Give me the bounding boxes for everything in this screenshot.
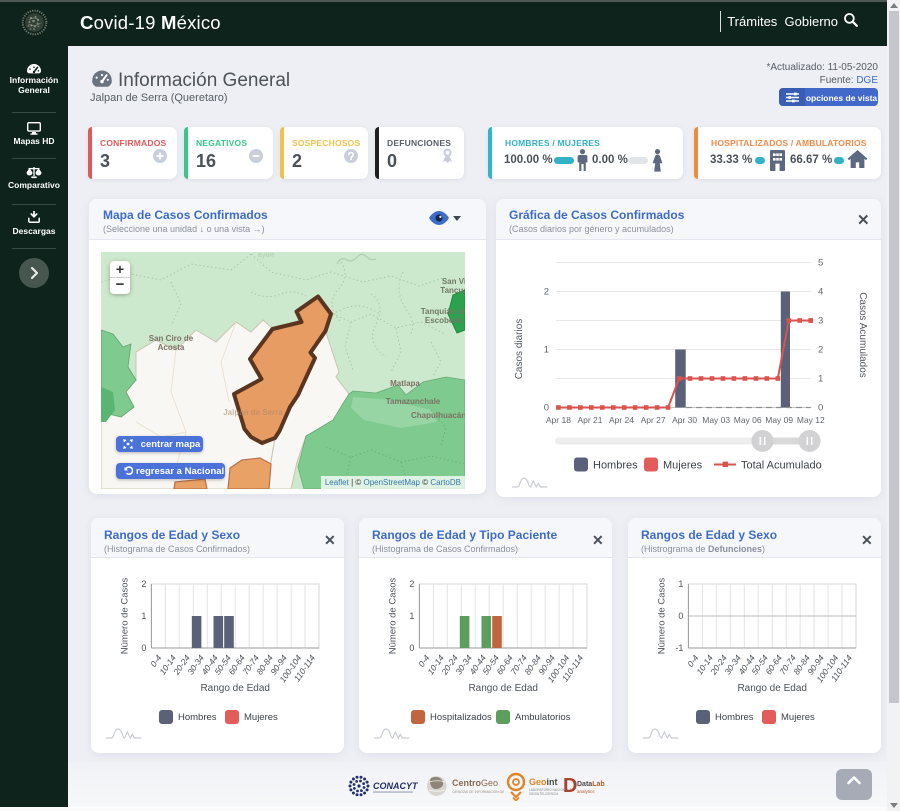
svg-text:San Ciro de: San Ciro de: [149, 334, 194, 343]
svg-text:LABORATORIO NACIONAL DE: LABORATORIO NACIONAL DE: [529, 788, 574, 792]
svg-text:Matlapa: Matlapa: [390, 379, 420, 388]
svg-text:4: 4: [818, 287, 823, 298]
svg-text:GEOINTELIGENCIA: GEOINTELIGENCIA: [529, 792, 559, 796]
svg-text:2: 2: [544, 287, 549, 298]
svg-text:0: 0: [409, 643, 414, 653]
svg-text:0: 0: [818, 403, 823, 414]
svg-text:3: 3: [818, 316, 823, 327]
svg-text:0: 0: [678, 611, 683, 621]
svg-text:analytics: analytics: [577, 789, 595, 794]
svg-text:Rango de Edad: Rango de Edad: [468, 683, 538, 694]
svg-text:Jalpan de Serra: Jalpan de Serra: [223, 408, 283, 417]
svg-text:1: 1: [409, 611, 414, 621]
svg-text:1: 1: [141, 611, 146, 621]
svg-text:2: 2: [818, 345, 823, 356]
svg-text:San Vi: San Vi: [442, 277, 465, 286]
svg-text:CONACYT: CONACYT: [373, 781, 419, 791]
svg-text:Mujeres: Mujeres: [663, 460, 703, 472]
svg-text:Apr 24: Apr 24: [609, 415, 634, 425]
svg-text:Casos diarios: Casos diarios: [514, 319, 525, 380]
svg-text:May 03: May 03: [702, 415, 730, 425]
svg-text:D: D: [563, 775, 577, 797]
svg-text:Acosta: Acosta: [158, 343, 185, 352]
svg-text:DataLab: DataLab: [577, 781, 605, 788]
svg-text:May 06: May 06: [734, 415, 762, 425]
svg-text:2: 2: [141, 579, 146, 589]
svg-text:2: 2: [409, 579, 414, 589]
svg-text:1: 1: [678, 579, 683, 589]
svg-text:Número de Casos: Número de Casos: [120, 577, 131, 654]
svg-text:Número de Casos: Número de Casos: [388, 577, 399, 654]
svg-text:Chapulhuacánit: Chapulhuacánit: [411, 411, 465, 420]
svg-text:5: 5: [818, 258, 823, 269]
svg-text:Apr 27: Apr 27: [641, 415, 666, 425]
svg-text:Apr 21: Apr 21: [577, 415, 602, 425]
svg-text:Apr 18: Apr 18: [546, 415, 571, 425]
svg-text:Hombres: Hombres: [593, 460, 638, 472]
svg-text:CIENCIAS DE INFORMACIÓN GEOESP: CIENCIAS DE INFORMACIÓN GEOESPACIAL: [452, 789, 504, 794]
svg-text:Geoint: Geoint: [529, 777, 558, 787]
svg-text:Apr 30: Apr 30: [672, 415, 697, 425]
svg-text:Rango de Edad: Rango de Edad: [737, 683, 807, 694]
svg-text:Tanquián de: Tanquián de: [421, 307, 465, 316]
svg-text:Número de Casos: Número de Casos: [657, 577, 668, 654]
svg-text:Tamazunchale: Tamazunchale: [386, 397, 441, 406]
svg-text:1: 1: [818, 374, 823, 385]
svg-text:May 09: May 09: [765, 415, 793, 425]
svg-text:1: 1: [544, 345, 549, 356]
svg-text:-1: -1: [675, 643, 683, 653]
svg-text:May 12: May 12: [797, 415, 825, 425]
svg-text:ayon: ayon: [258, 252, 274, 259]
svg-text:Casos Acumulados: Casos Acumulados: [857, 292, 868, 378]
svg-text:0: 0: [544, 403, 549, 414]
svg-text:Rango de Edad: Rango de Edad: [200, 683, 270, 694]
svg-text:Tancua: Tancua: [440, 286, 465, 295]
svg-text:CentroGeo: CentroGeo: [452, 778, 498, 788]
svg-text:Total Acumulado: Total Acumulado: [741, 460, 822, 472]
svg-text:0: 0: [141, 643, 146, 653]
svg-text:Escobedo: Escobedo: [425, 316, 463, 325]
